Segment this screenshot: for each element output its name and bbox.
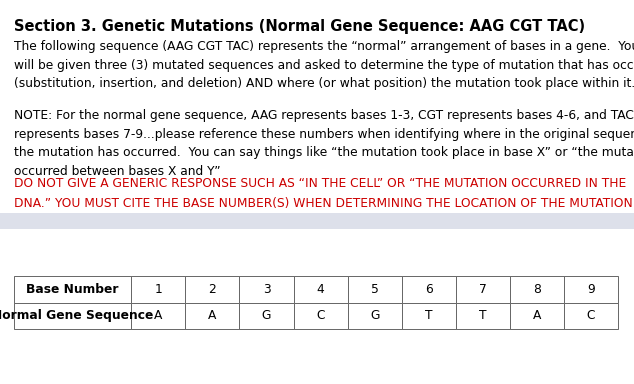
Bar bbox=[347, 276, 402, 303]
Bar bbox=[510, 276, 564, 303]
Text: 6: 6 bbox=[425, 283, 432, 296]
Text: 7: 7 bbox=[479, 283, 487, 296]
Bar bbox=[240, 303, 294, 329]
Text: 3: 3 bbox=[262, 283, 270, 296]
Bar bbox=[510, 303, 564, 329]
Text: A: A bbox=[208, 309, 217, 322]
Bar bbox=[185, 303, 240, 329]
Bar bbox=[14, 276, 131, 303]
Text: will be given three (3) mutated sequences and asked to determine the type of mut: will be given three (3) mutated sequence… bbox=[14, 59, 634, 72]
Bar bbox=[564, 303, 618, 329]
Text: 4: 4 bbox=[317, 283, 325, 296]
Bar bbox=[0, 213, 634, 229]
Bar bbox=[131, 276, 185, 303]
Text: DNA.” YOU MUST CITE THE BASE NUMBER(S) WHEN DETERMINING THE LOCATION OF THE MUTA: DNA.” YOU MUST CITE THE BASE NUMBER(S) W… bbox=[14, 197, 634, 210]
Text: C: C bbox=[587, 309, 595, 322]
Bar bbox=[456, 303, 510, 329]
Bar bbox=[564, 276, 618, 303]
Text: represents bases 7-9...please reference these numbers when identifying where in : represents bases 7-9...please reference … bbox=[14, 128, 634, 141]
Text: The following sequence (AAG CGT TAC) represents the “normal” arrangement of base: The following sequence (AAG CGT TAC) rep… bbox=[14, 40, 634, 53]
Text: G: G bbox=[262, 309, 271, 322]
Text: the mutation has occurred.  You can say things like “the mutation took place in : the mutation has occurred. You can say t… bbox=[14, 146, 634, 159]
Bar bbox=[294, 276, 347, 303]
Bar bbox=[240, 276, 294, 303]
Bar bbox=[456, 276, 510, 303]
Text: 9: 9 bbox=[587, 283, 595, 296]
Text: T: T bbox=[425, 309, 432, 322]
Bar bbox=[402, 276, 456, 303]
Bar bbox=[294, 303, 347, 329]
Text: NOTE: For the normal gene sequence, AAG represents bases 1-3, CGT represents bas: NOTE: For the normal gene sequence, AAG … bbox=[14, 109, 634, 122]
Text: T: T bbox=[479, 309, 487, 322]
Text: G: G bbox=[370, 309, 379, 322]
Text: Base Number: Base Number bbox=[27, 283, 119, 296]
Text: A: A bbox=[154, 309, 162, 322]
Text: 1: 1 bbox=[155, 283, 162, 296]
Bar bbox=[347, 303, 402, 329]
Text: DO NOT GIVE A GENERIC RESPONSE SUCH AS “IN THE CELL” OR “THE MUTATION OCCURRED I: DO NOT GIVE A GENERIC RESPONSE SUCH AS “… bbox=[14, 177, 626, 190]
Text: 5: 5 bbox=[371, 283, 378, 296]
Bar bbox=[131, 303, 185, 329]
Text: (substitution, insertion, and deletion) AND where (or what position) the mutatio: (substitution, insertion, and deletion) … bbox=[14, 77, 634, 90]
Bar bbox=[402, 303, 456, 329]
Text: C: C bbox=[316, 309, 325, 322]
Text: Normal Gene Sequence: Normal Gene Sequence bbox=[0, 309, 153, 322]
Bar bbox=[14, 303, 131, 329]
Text: Section 3. Genetic Mutations (Normal Gene Sequence: AAG CGT TAC): Section 3. Genetic Mutations (Normal Gen… bbox=[14, 19, 585, 34]
Text: A: A bbox=[533, 309, 541, 322]
Text: occurred between bases X and Y”: occurred between bases X and Y” bbox=[14, 165, 221, 178]
Bar bbox=[185, 276, 240, 303]
Text: 2: 2 bbox=[209, 283, 216, 296]
Text: 8: 8 bbox=[533, 283, 541, 296]
